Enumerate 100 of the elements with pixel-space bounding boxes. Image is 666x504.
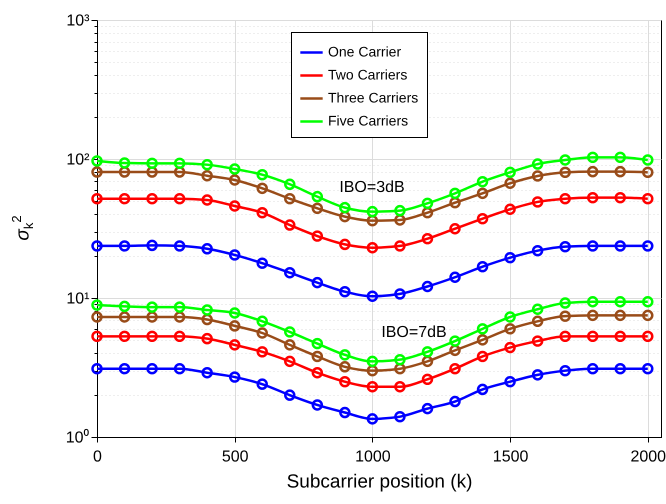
point xyxy=(228,174,240,186)
point xyxy=(614,310,626,322)
point xyxy=(559,166,571,178)
point xyxy=(476,176,488,188)
point xyxy=(146,330,158,342)
point xyxy=(449,335,461,347)
point xyxy=(146,192,158,204)
point xyxy=(284,326,296,338)
point xyxy=(476,212,488,224)
point xyxy=(146,158,158,170)
point xyxy=(504,166,516,178)
point xyxy=(146,301,158,313)
point xyxy=(228,249,240,261)
point xyxy=(256,378,268,390)
point xyxy=(559,364,571,376)
point xyxy=(449,188,461,200)
point xyxy=(118,157,130,169)
point xyxy=(422,233,434,244)
point xyxy=(449,362,461,374)
point xyxy=(201,332,213,344)
point xyxy=(504,323,516,335)
point xyxy=(366,356,378,368)
point xyxy=(201,367,213,378)
point xyxy=(614,192,626,204)
point xyxy=(532,196,544,208)
point xyxy=(614,152,626,164)
point xyxy=(312,338,324,350)
point xyxy=(312,399,324,411)
point xyxy=(614,330,626,342)
point xyxy=(339,406,351,418)
point xyxy=(532,158,544,170)
point xyxy=(586,330,598,342)
point xyxy=(449,223,461,234)
point xyxy=(312,230,324,242)
point xyxy=(394,354,406,366)
point xyxy=(118,192,130,204)
point xyxy=(532,316,544,327)
point xyxy=(504,376,516,388)
point xyxy=(504,252,516,264)
point xyxy=(532,335,544,347)
y-tick-label: 10⁰ xyxy=(66,428,90,446)
point xyxy=(422,402,434,414)
point xyxy=(586,166,598,178)
point xyxy=(339,202,351,214)
point xyxy=(284,192,296,204)
point xyxy=(228,200,240,212)
point xyxy=(284,389,296,401)
point xyxy=(174,362,186,374)
legend-label: Five Carriers xyxy=(328,112,408,128)
point xyxy=(118,240,130,252)
point xyxy=(559,330,571,342)
point xyxy=(559,310,571,322)
point xyxy=(614,240,626,252)
point xyxy=(118,330,130,342)
point xyxy=(228,371,240,383)
point xyxy=(559,297,571,309)
point xyxy=(532,170,544,182)
point xyxy=(284,356,296,368)
point xyxy=(366,413,378,425)
point xyxy=(256,327,268,339)
point xyxy=(256,182,268,194)
point xyxy=(422,280,434,292)
point xyxy=(174,301,186,313)
legend-label: Three Carriers xyxy=(328,90,418,106)
point xyxy=(504,204,516,215)
legend-label: One Carrier xyxy=(328,44,402,60)
point xyxy=(339,376,351,388)
point xyxy=(228,163,240,175)
point xyxy=(284,339,296,351)
point xyxy=(476,188,488,200)
point xyxy=(559,192,571,204)
point xyxy=(532,304,544,315)
point xyxy=(312,367,324,378)
point xyxy=(256,168,268,180)
point xyxy=(118,311,130,323)
point xyxy=(256,346,268,358)
point xyxy=(476,323,488,335)
point xyxy=(504,311,516,323)
point xyxy=(449,396,461,408)
point xyxy=(201,158,213,170)
point xyxy=(532,244,544,256)
point xyxy=(201,170,213,182)
point xyxy=(174,192,186,204)
x-tick-label: 1500 xyxy=(492,448,528,466)
point xyxy=(394,381,406,392)
x-tick-label: 0 xyxy=(93,448,102,466)
point xyxy=(284,178,296,190)
x-axis-title: Subcarrier position (k) xyxy=(286,472,472,492)
point xyxy=(449,272,461,283)
point xyxy=(366,206,378,218)
legend-label: Two Carriers xyxy=(328,66,408,82)
point xyxy=(256,206,268,218)
x-tick-label: 500 xyxy=(222,448,249,466)
point xyxy=(256,316,268,327)
point xyxy=(586,192,598,204)
point xyxy=(559,154,571,166)
point xyxy=(504,342,516,354)
annotation: IBO=3dB xyxy=(339,179,405,196)
point xyxy=(339,286,351,298)
point xyxy=(366,290,378,302)
